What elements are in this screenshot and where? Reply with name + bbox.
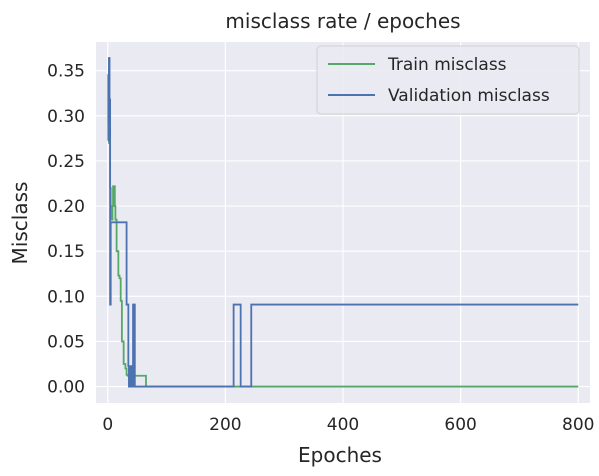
y-axis-title: Misclass <box>8 182 32 265</box>
legend-box <box>316 45 580 115</box>
y-tick-label: 0.15 <box>47 242 85 262</box>
x-tick-label: 800 <box>562 415 594 435</box>
y-tick-label: 0.00 <box>47 378 85 398</box>
legend-label-train: Train misclass <box>387 55 507 75</box>
legend-label-validation: Validation misclass <box>388 86 550 106</box>
x-tick-label: 400 <box>327 415 359 435</box>
y-tick-label: 0.10 <box>47 287 85 307</box>
y-tick-label: 0.20 <box>47 197 85 217</box>
x-tick-label: 0 <box>102 415 113 435</box>
legend: Train misclass Validation misclass <box>316 45 580 115</box>
y-tick-label: 0.25 <box>47 152 85 172</box>
y-tick-label: 0.05 <box>47 332 85 352</box>
chart-title: misclass rate / epoches <box>225 9 460 33</box>
x-tick-label: 200 <box>209 415 241 435</box>
x-tick-label: 600 <box>444 415 476 435</box>
series-layer <box>107 57 579 388</box>
series-line-validation <box>107 57 579 388</box>
y-tick-label: 0.30 <box>47 107 85 127</box>
x-axis-title: Epoches <box>298 443 382 467</box>
tick-labels: 0 200 400 600 800 0.00 0.05 0.10 0.15 0.20 0.25 0.3… <box>47 62 594 435</box>
y-tick-label: 0.35 <box>47 62 85 82</box>
